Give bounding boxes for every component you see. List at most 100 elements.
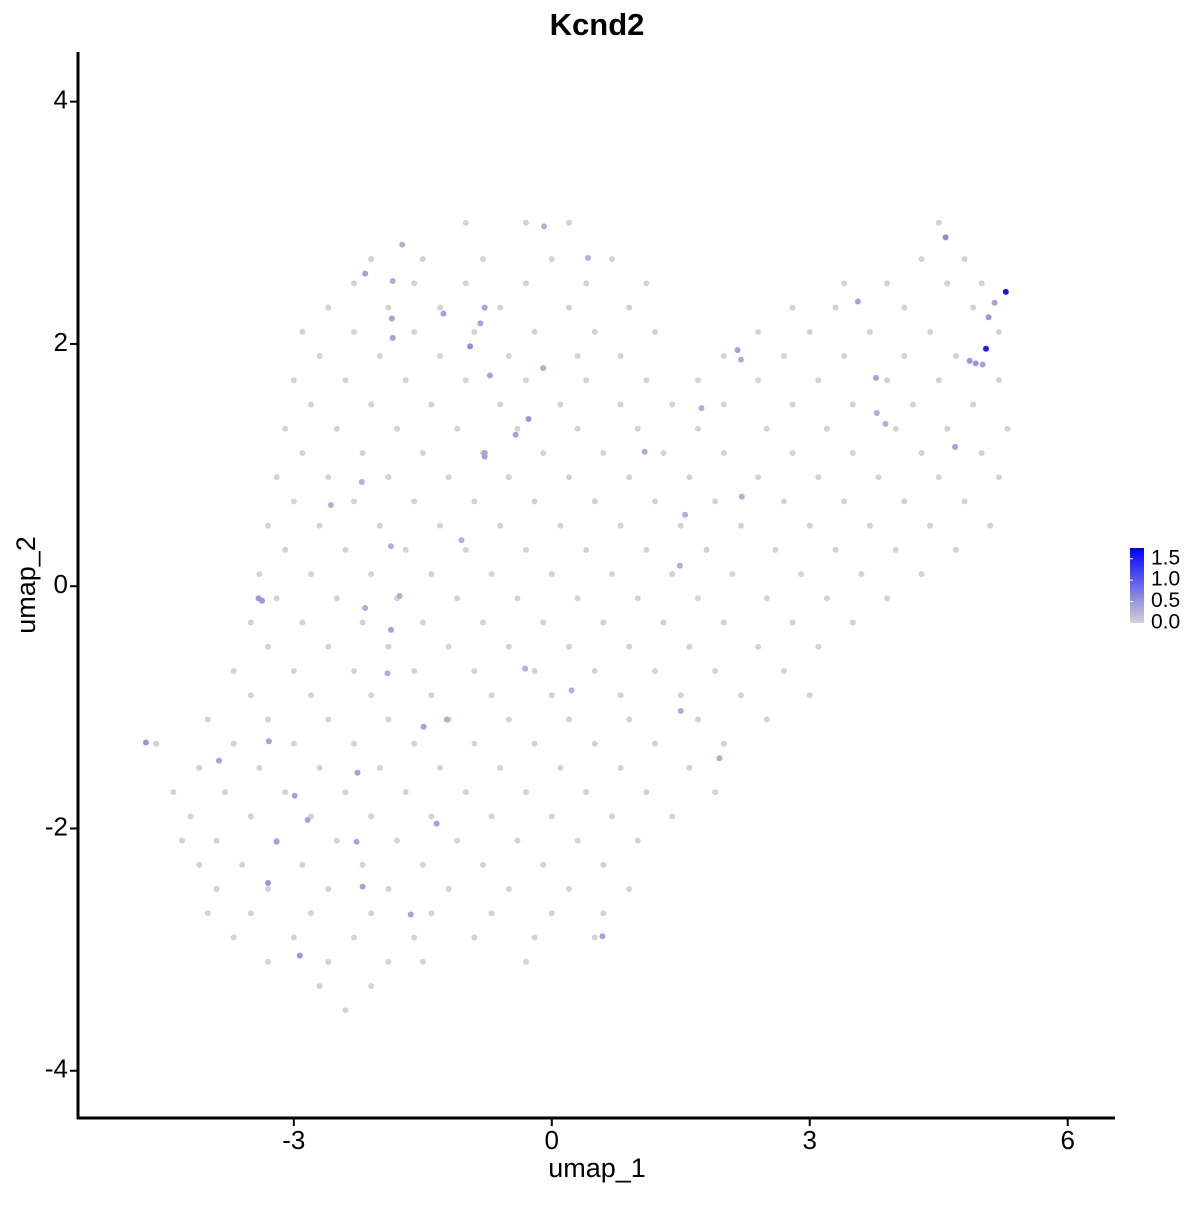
point (712, 668, 719, 675)
point (325, 304, 332, 311)
point (979, 361, 986, 368)
point (514, 837, 521, 844)
point (462, 377, 469, 384)
point (359, 861, 366, 868)
point (308, 401, 315, 408)
point (841, 353, 848, 360)
point (142, 739, 149, 746)
point (995, 474, 1002, 481)
point (359, 619, 366, 626)
point (634, 425, 641, 432)
point (909, 401, 916, 408)
point (428, 813, 435, 820)
point (712, 789, 719, 796)
point (497, 401, 504, 408)
point (376, 522, 383, 529)
point (437, 764, 444, 771)
point (325, 958, 332, 965)
point (970, 304, 977, 311)
points (142, 219, 1011, 1014)
point (385, 643, 392, 650)
point (256, 571, 263, 578)
point (780, 668, 787, 675)
point (399, 241, 406, 248)
point (548, 813, 555, 820)
point (247, 619, 254, 626)
point (772, 546, 779, 553)
point (265, 522, 272, 529)
point (755, 643, 762, 650)
point (213, 886, 220, 893)
point (600, 619, 607, 626)
point (299, 328, 306, 335)
point (428, 910, 435, 917)
point (574, 425, 581, 432)
x-axis-label: umap_1 (548, 1153, 646, 1183)
point (584, 254, 591, 261)
point (351, 668, 358, 675)
point (308, 571, 315, 578)
point (204, 910, 211, 917)
point (703, 546, 710, 553)
point (789, 304, 796, 311)
point (296, 952, 303, 959)
point (368, 982, 375, 989)
point (445, 474, 452, 481)
point (565, 219, 572, 226)
point (583, 546, 590, 553)
point (522, 377, 529, 384)
point (389, 277, 396, 284)
point (651, 328, 658, 335)
point (669, 401, 676, 408)
point (387, 626, 394, 633)
point (901, 304, 908, 311)
point (591, 498, 598, 505)
point (411, 280, 418, 287)
y-tick-label: -2 (45, 811, 68, 841)
point (213, 837, 220, 844)
point (694, 377, 701, 384)
point (170, 789, 177, 796)
point (651, 668, 658, 675)
point (419, 256, 426, 263)
point (358, 479, 365, 486)
point (780, 498, 787, 505)
point (420, 723, 427, 730)
point (488, 571, 495, 578)
point (617, 764, 624, 771)
point (961, 256, 968, 263)
point (626, 643, 633, 650)
point (841, 280, 848, 287)
point (187, 813, 194, 820)
point (239, 861, 246, 868)
point (316, 982, 323, 989)
point (351, 934, 358, 941)
point (308, 910, 315, 917)
point (265, 879, 272, 886)
point (394, 837, 401, 844)
point (230, 740, 237, 747)
point (282, 546, 289, 553)
y-axis-label: umap_2 (11, 536, 41, 634)
x-tick-label: 3 (803, 1125, 817, 1155)
point (325, 474, 332, 481)
point (882, 420, 889, 427)
point (481, 453, 488, 460)
point (505, 716, 512, 723)
point (806, 522, 813, 529)
point (901, 498, 908, 505)
point (651, 498, 658, 505)
point (402, 789, 409, 796)
point (952, 353, 959, 360)
point (522, 789, 529, 796)
point (411, 328, 418, 335)
point (557, 764, 564, 771)
point (351, 740, 358, 747)
point (978, 449, 985, 456)
point (368, 813, 375, 820)
point (368, 910, 375, 917)
point (325, 886, 332, 893)
point (273, 595, 280, 602)
point (196, 764, 203, 771)
point (682, 511, 689, 518)
